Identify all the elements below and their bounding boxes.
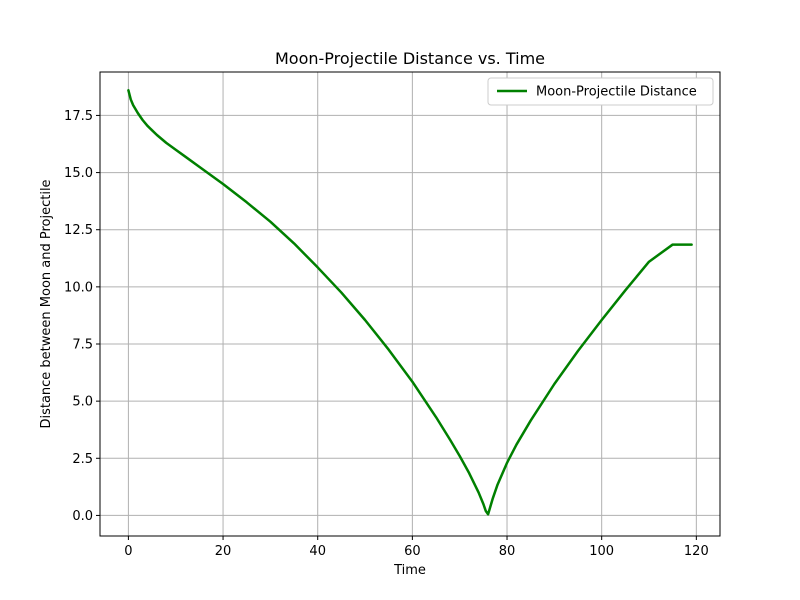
x-axis-label: Time [393,563,426,578]
y-axis-ticks: 0.0 2.5 5.0 7.5 10.0 12.5 15.0 17.5 [64,109,100,524]
y-tick-label: 2.5 [72,452,93,467]
y-tick-label: 10.0 [64,280,93,295]
grid-lines [100,72,720,536]
plot-frame [99,71,721,537]
x-tick-label: 40 [309,544,326,559]
y-tick-label: 15.0 [64,166,93,181]
legend: Moon-Projectile Distance [487,77,714,106]
x-tick-label: 0 [124,544,132,559]
y-axis-label: Distance between Moon and Projectile [39,179,54,428]
y-tick-label: 17.5 [64,109,93,124]
x-tick-label: 60 [404,544,421,559]
legend-label: Moon-Projectile Distance [536,85,697,100]
y-tick-label: 0.0 [72,509,93,524]
chart-title: Moon-Projectile Distance vs. Time [275,49,545,68]
x-axis-ticks: 0 20 40 60 80 100 120 [124,536,709,559]
series-layer [127,89,693,516]
x-tick-label: 100 [589,544,614,559]
legend-box [487,77,714,106]
y-tick-label: 5.0 [72,395,93,410]
x-tick-label: 20 [215,544,232,559]
y-tick-label: 7.5 [72,338,93,353]
x-tick-label: 80 [499,544,516,559]
y-tick-label: 12.5 [64,223,93,238]
x-tick-label: 120 [684,544,709,559]
series-line-moon-projectile-distance [127,89,693,516]
